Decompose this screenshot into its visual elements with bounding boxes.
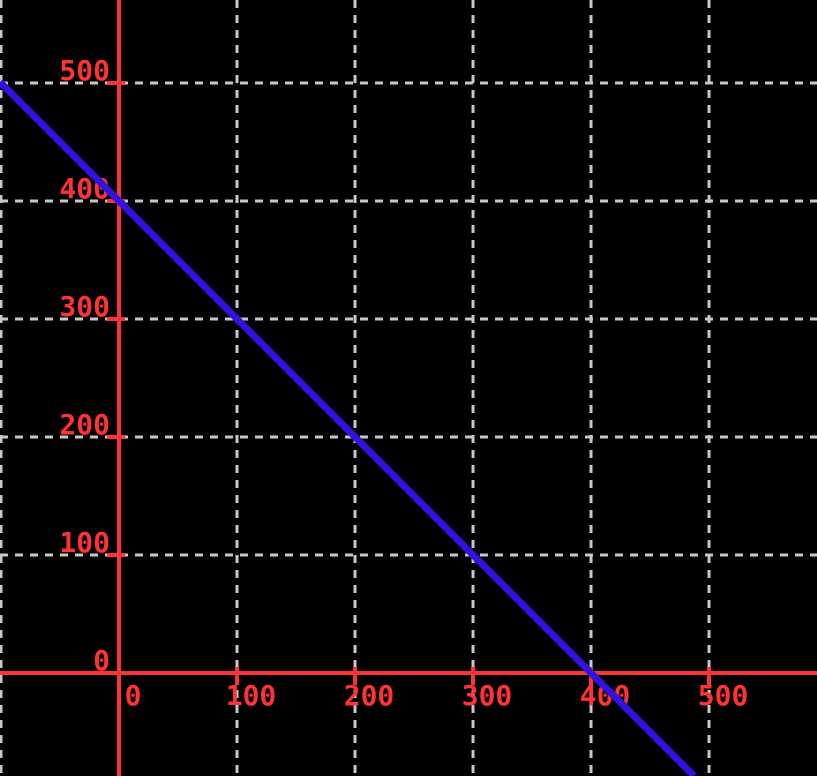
x-tick-label: 300 (462, 679, 513, 712)
y-tick-label: 500 (59, 54, 110, 87)
series-layer (0, 79, 697, 776)
data-line (0, 79, 697, 776)
y-tick-label: 300 (59, 290, 110, 323)
x-tick-label: 200 (344, 679, 395, 712)
x-tick-label: 500 (698, 679, 749, 712)
x-tick-label: 0 (125, 679, 142, 712)
y-tick-label: 100 (59, 526, 110, 559)
y-tick-label: 0 (93, 644, 110, 677)
x-tick-label: 100 (226, 679, 277, 712)
y-tick-label: 200 (59, 408, 110, 441)
